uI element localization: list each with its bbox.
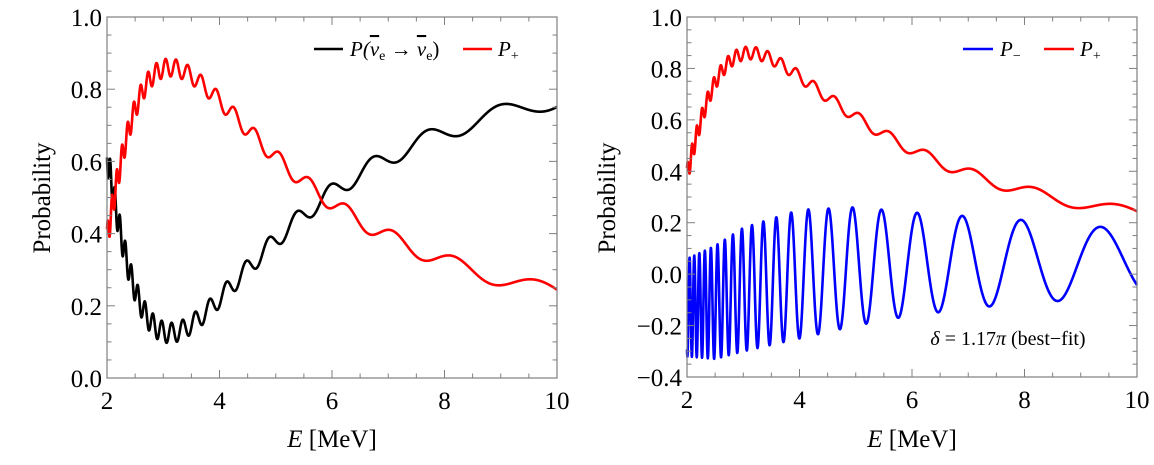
legend-label-p-plus: P+ (1079, 37, 1101, 64)
right-plot-frame (686, 16, 1138, 378)
left-legend: P(νe → νe) P+ (314, 37, 519, 64)
y-tick-label: 0.8 (651, 56, 682, 83)
x-tick-label: 10 (1125, 387, 1150, 414)
p-minus-curve (685, 206, 1139, 361)
y-tick-label: 1.0 (71, 5, 102, 32)
y-tick-label: 0.0 (71, 366, 102, 393)
legend-label-p-minus: P− (999, 37, 1021, 64)
left-plot-curves (105, 57, 559, 345)
p-plus-curve (105, 57, 559, 291)
x-tick-label: 2 (101, 388, 114, 415)
y-tick-label: 1.0 (651, 5, 682, 32)
left-y-tick-labels: 0.0 0.2 0.4 0.6 0.8 1.0 (71, 5, 103, 393)
right-axis-ticks (686, 16, 1138, 378)
p-ee-curve (105, 102, 559, 345)
left-x-tick-labels: 2 4 6 8 10 (101, 388, 570, 415)
legend-label-p-plus: P+ (497, 37, 519, 64)
legend-item-p-plus: P+ (463, 37, 519, 64)
left-panel: 2 4 6 8 10 0.0 0.2 0.4 0.6 0.8 1.0 E [MeV] Probab… (29, 5, 570, 453)
right-x-tick-labels: 2 4 6 8 10 (681, 387, 1150, 414)
right-x-axis-title: E [MeV] (866, 426, 957, 453)
x-tick-label: 6 (906, 387, 919, 414)
legend-item-p-plus: P+ (1044, 37, 1101, 64)
x-tick-label: 6 (326, 388, 339, 415)
y-tick-label: 0.8 (71, 77, 102, 104)
x-tick-label: 4 (793, 387, 806, 414)
x-tick-label: 2 (681, 387, 694, 414)
p-plus-curve (685, 45, 1139, 213)
right-y-tick-labels: −0.4 −0.2 0.0 0.2 0.4 0.6 0.8 1.0 (637, 5, 683, 392)
legend-item-p-ee: P(νe → νe) (314, 37, 439, 64)
x-tick-label: 4 (213, 388, 226, 415)
y-tick-label: 0.2 (71, 294, 102, 321)
right-plot-curves (685, 45, 1139, 361)
y-tick-label: −0.2 (637, 314, 682, 341)
left-plot-frame (106, 16, 558, 379)
x-tick-label: 8 (1018, 387, 1031, 414)
y-tick-label: 0.6 (71, 149, 102, 176)
right-y-axis-title: Probability (594, 142, 621, 254)
x-tick-label: 8 (438, 388, 451, 415)
left-axis-ticks (106, 16, 558, 379)
y-tick-label: 0.4 (651, 159, 683, 186)
y-tick-label: 0.2 (651, 211, 682, 238)
delta-annotation: δ = 1.17π (best−fit) (930, 328, 1085, 350)
left-x-axis-title: E [MeV] (286, 426, 377, 453)
right-panel: 2 4 6 8 10 −0.4 −0.2 0.0 0.2 0.4 0.6 0.8 1.0 E [MeV… (594, 5, 1150, 453)
y-tick-label: −0.4 (637, 365, 683, 392)
y-tick-label: 0.4 (71, 222, 103, 249)
y-tick-label: 0.6 (651, 108, 682, 135)
right-legend: P− P+ (963, 37, 1101, 64)
left-y-axis-title: Probability (29, 142, 56, 254)
y-tick-label: 0.0 (651, 262, 682, 289)
legend-label-p-ee: P(νe → νe) (349, 37, 439, 64)
legend-item-p-minus: P− (963, 37, 1021, 64)
x-tick-label: 10 (545, 388, 570, 415)
